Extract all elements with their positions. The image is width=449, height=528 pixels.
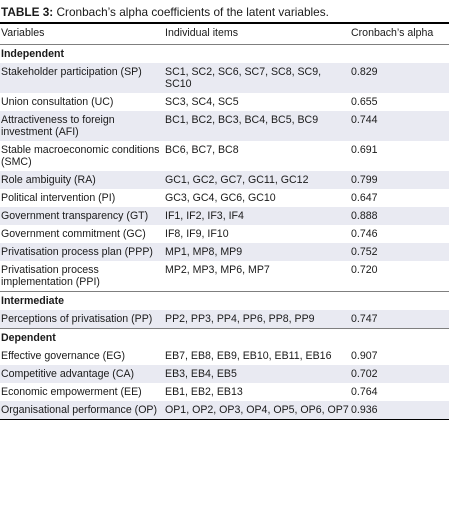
cell-items: SC1, SC2, SC6, SC7, SC8, SC9, SC10 (164, 63, 350, 93)
table-row: Government transparency (GT) IF1, IF2, IF… (0, 207, 449, 225)
cell-items: GC1, GC2, GC7, GC11, GC12 (164, 171, 350, 189)
reliability-table: Variables Individual items Cronbach’s al… (0, 24, 449, 420)
table-row: Organisational performance (OP) OP1, OP2,… (0, 401, 449, 420)
section-title: Intermediate (0, 291, 449, 310)
cell-items: SC3, SC4, SC5 (165, 96, 239, 108)
section-row: Independent (0, 45, 449, 64)
table-row: Role ambiguity (RA) GC1, GC2, GC7, GC11, … (0, 171, 449, 189)
cell-items: PP2, PP3, PP4, PP6, PP8, PP9 (164, 310, 350, 329)
table-row: Union consultation (UC) SC3, SC4, SC5 0.65… (0, 93, 449, 111)
table-caption: TABLE 3: Cronbach’s alpha coefficients o… (0, 0, 449, 22)
header-individual-items: Individual items (164, 24, 350, 45)
table-row: Privatisation process plan (PPP) MP1, MP8… (0, 243, 449, 261)
cell-variable: Competitive advantage (CA) (0, 365, 164, 383)
section-title: Independent (1, 48, 64, 60)
cell-alpha: 0.829 (350, 63, 449, 93)
table-row: Perceptions of privatisation (PP) PP2, PP… (0, 310, 449, 329)
cell-items: IF8, IF9, IF10 (165, 228, 229, 240)
cell-variable: Political intervention (PI) (1, 192, 116, 204)
header-row: Variables Individual items Cronbach’s al… (0, 24, 449, 45)
cell-variable: Stable macroeconomic conditions (SMC) (1, 144, 160, 168)
table-row: Stakeholder participation (SP) SC1, SC2, … (0, 63, 449, 93)
cell-variable: Stakeholder participation (SP) (0, 63, 164, 93)
cell-alpha: 0.764 (351, 386, 378, 398)
table-caption-label: TABLE 3: (1, 5, 54, 19)
table-row: Economic empowerment (EE) EB1, EB2, EB13 0… (0, 383, 449, 401)
cell-items: BC1, BC2, BC3, BC4, BC5, BC9 (164, 111, 350, 141)
cell-alpha: 0.936 (350, 401, 449, 420)
section-row: Dependent (0, 328, 449, 347)
table-row: Stable macroeconomic conditions (SMC) BC6… (0, 141, 449, 171)
table-body: Independent Stakeholder participation (SP… (0, 45, 449, 420)
cell-items: BC6, BC7, BC8 (165, 144, 239, 156)
cell-variable: Effective governance (EG) (1, 350, 126, 362)
cell-variable: Economic empowerment (EE) (1, 386, 142, 398)
table-row: Privatisation process implementation (PP… (0, 261, 449, 292)
cell-alpha: 0.752 (350, 243, 449, 261)
table-top-rule (0, 22, 449, 24)
table-row: Attractiveness to foreign investment (AF… (0, 111, 449, 141)
cell-items: GC3, GC4, GC6, GC10 (165, 192, 276, 204)
cell-alpha: 0.655 (351, 96, 378, 108)
cell-alpha: 0.744 (350, 111, 449, 141)
cell-alpha: 0.691 (351, 144, 378, 156)
header-cronbachs-alpha: Cronbach’s alpha (350, 24, 449, 45)
table-header: Variables Individual items Cronbach’s al… (0, 24, 449, 45)
header-variables: Variables (0, 24, 164, 45)
cell-variable: Role ambiguity (RA) (0, 171, 164, 189)
cell-items: MP1, MP8, MP9 (164, 243, 350, 261)
cell-variable: Privatisation process plan (PPP) (0, 243, 164, 261)
table-row: Effective governance (EG) EB7, EB8, EB9, … (0, 347, 449, 365)
cell-items: EB7, EB8, EB9, EB10, EB11, EB16 (165, 350, 332, 362)
cell-items: IF1, IF2, IF3, IF4 (164, 207, 350, 225)
cell-alpha: 0.747 (350, 310, 449, 329)
cell-alpha: 0.907 (351, 350, 378, 362)
table-row: Government commitment (GC) IF8, IF9, IF10… (0, 225, 449, 243)
cell-alpha: 0.799 (350, 171, 449, 189)
table-row: Competitive advantage (CA) EB3, EB4, EB5 0… (0, 365, 449, 383)
cell-variable: Union consultation (UC) (1, 96, 114, 108)
table-row: Political intervention (PI) GC3, GC4, GC6… (0, 189, 449, 207)
cell-items: MP2, MP3, MP6, MP7 (165, 264, 270, 276)
cell-alpha: 0.702 (350, 365, 449, 383)
cell-variable: Privatisation process implementation (PP… (1, 264, 100, 288)
cell-alpha: 0.746 (351, 228, 378, 240)
section-title: Dependent (0, 328, 449, 347)
cell-items: EB3, EB4, EB5 (164, 365, 350, 383)
cell-variable: Government transparency (GT) (0, 207, 164, 225)
cell-items: OP1, OP2, OP3, OP4, OP5, OP6, OP7 (164, 401, 350, 420)
cell-variable: Organisational performance (OP) (0, 401, 164, 420)
section-row: Intermediate (0, 291, 449, 310)
cell-items: EB1, EB2, EB13 (165, 386, 243, 398)
document: TABLE 3: Cronbach’s alpha coefficients o… (0, 0, 449, 420)
cell-variable: Attractiveness to foreign investment (AF… (0, 111, 164, 141)
table-caption-text: Cronbach’s alpha coefficients of the lat… (53, 5, 329, 19)
cell-alpha: 0.720 (351, 264, 378, 276)
cell-variable: Government commitment (GC) (1, 228, 146, 240)
cell-variable: Perceptions of privatisation (PP) (0, 310, 164, 329)
cell-alpha: 0.888 (350, 207, 449, 225)
cell-alpha: 0.647 (351, 192, 378, 204)
